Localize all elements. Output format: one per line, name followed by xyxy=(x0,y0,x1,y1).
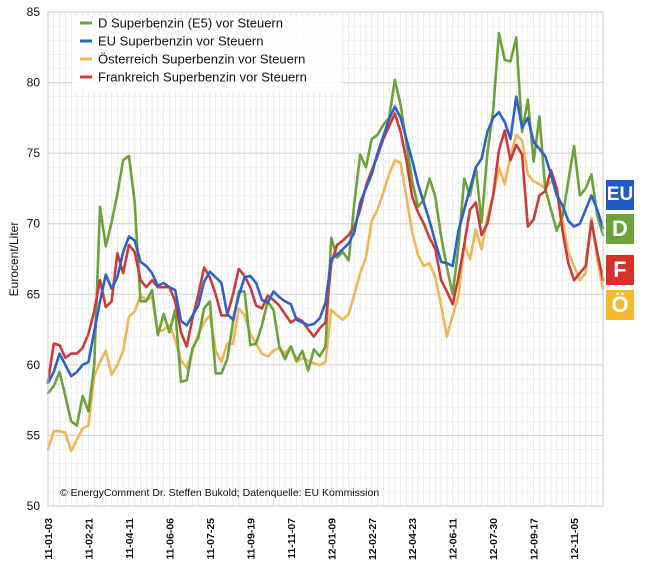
x-tick-label: 12-07-30 xyxy=(488,518,500,560)
y-tick-label: 65 xyxy=(27,287,41,301)
y-tick-label: 80 xyxy=(27,76,41,90)
series-line xyxy=(46,112,605,384)
x-tick-label: 11-04-11 xyxy=(124,518,136,559)
y-tick-label: 75 xyxy=(27,146,41,160)
x-tick-label: 12-11-05 xyxy=(569,518,581,560)
badge-at: Ö xyxy=(606,290,634,320)
x-tick-label: 11-01-03 xyxy=(43,518,55,560)
y-tick-label: 85 xyxy=(27,5,41,19)
x-tick-label: 11-11-07 xyxy=(286,518,298,559)
legend-entry: EU Superbenzin vor Steuern xyxy=(98,34,263,49)
y-tick-label: 70 xyxy=(27,217,41,231)
y-tick-label: 55 xyxy=(27,428,41,442)
x-tick-label: 11-02-21 xyxy=(83,518,95,560)
plot-border xyxy=(47,11,604,507)
x-tick-label: 12-06-11 xyxy=(448,518,460,560)
series-line xyxy=(46,31,605,427)
series-line xyxy=(46,95,605,385)
badge-f: F xyxy=(606,255,634,285)
legend-entry: Frankreich Superbenzin vor Steuern xyxy=(98,70,307,85)
x-tick-label: 12-09-17 xyxy=(529,518,541,560)
y-tick-label: 60 xyxy=(27,358,41,372)
y-tick-label: 50 xyxy=(27,499,41,513)
badge-d: D xyxy=(606,214,634,244)
x-tick-label: 11-06-06 xyxy=(164,518,176,560)
legend: D Superbenzin (E5) vor Steuern EU Superbe… xyxy=(72,16,342,92)
x-tick-label: 11-09-19 xyxy=(245,518,257,560)
legend-entry: Österreich Superbenzin vor Steuern xyxy=(98,52,305,67)
legend-box xyxy=(72,16,342,92)
badge-eu: EU xyxy=(606,180,634,210)
series-lines xyxy=(46,31,605,453)
x-tick-label: 12-04-23 xyxy=(407,518,419,560)
x-tick-label: 12-02-27 xyxy=(367,518,379,560)
y-axis-label: Eurocent/Liter xyxy=(7,222,21,297)
x-axis: 11-01-03 11-02-21 11-04-11 11-06-06 11-07-25… xyxy=(43,518,581,560)
credit-note: © EnergyComment Dr. Steffen Bukold; Date… xyxy=(60,487,379,499)
y-axis: 50 55 60 65 70 75 80 85 xyxy=(27,5,41,513)
legend-entry: D Superbenzin (E5) vor Steuern xyxy=(98,16,283,31)
x-tick-label: 12-01-09 xyxy=(326,518,338,560)
x-tick-label: 11-07-25 xyxy=(205,518,217,560)
gridlines xyxy=(47,11,604,507)
